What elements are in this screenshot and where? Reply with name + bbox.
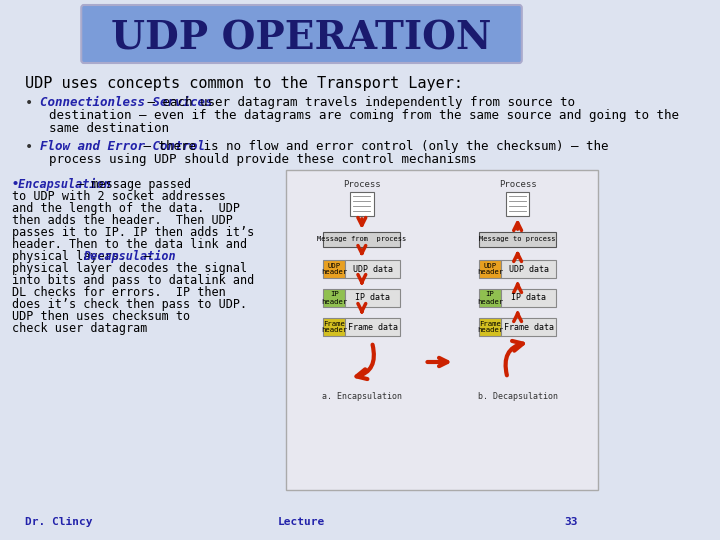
Text: UDP then uses checksum to: UDP then uses checksum to (12, 310, 190, 323)
Text: •: • (25, 140, 34, 154)
Text: b. Decapsulation: b. Decapsulation (477, 392, 557, 401)
Text: passes it to IP. IP then adds it’s: passes it to IP. IP then adds it’s (12, 226, 254, 239)
FancyBboxPatch shape (501, 318, 556, 336)
Text: UDP
header: UDP header (477, 262, 503, 275)
Text: to UDP with 2 socket addresses: to UDP with 2 socket addresses (12, 190, 225, 203)
FancyBboxPatch shape (81, 5, 522, 63)
Text: •: • (25, 96, 34, 110)
Text: Flow and Error Control: Flow and Error Control (40, 140, 205, 153)
FancyBboxPatch shape (287, 170, 598, 490)
FancyBboxPatch shape (479, 289, 501, 307)
Text: Message to process: Message to process (480, 237, 556, 242)
Text: same destination: same destination (48, 122, 168, 135)
Text: Process: Process (499, 180, 536, 189)
Text: Dr. Clincy: Dr. Clincy (25, 517, 93, 527)
Text: Frame
header: Frame header (477, 321, 503, 334)
FancyBboxPatch shape (345, 289, 400, 307)
Text: Decapsulation: Decapsulation (83, 250, 176, 263)
Text: destination – even if the datagrams are coming from the same source and going to: destination – even if the datagrams are … (48, 109, 678, 122)
Text: a. Encapsulation: a. Encapsulation (322, 392, 402, 401)
Text: physical layers.: physical layers. (12, 250, 133, 263)
Text: IP
header: IP header (321, 292, 347, 305)
Text: Frame data: Frame data (348, 322, 397, 332)
Text: check user datagram: check user datagram (12, 322, 147, 335)
Text: Frame data: Frame data (503, 322, 554, 332)
FancyBboxPatch shape (323, 318, 345, 336)
FancyBboxPatch shape (479, 232, 556, 247)
Text: IP
header: IP header (477, 292, 503, 305)
Text: Connectionless Services: Connectionless Services (40, 96, 212, 109)
FancyBboxPatch shape (345, 260, 400, 278)
Text: process using UDP should provide these control mechanisms: process using UDP should provide these c… (48, 153, 476, 166)
Text: IP data: IP data (511, 294, 546, 302)
Text: – message passed: – message passed (71, 178, 192, 191)
Text: into bits and pass to datalink and: into bits and pass to datalink and (12, 274, 254, 287)
Text: header. Then to the data link and: header. Then to the data link and (12, 238, 247, 251)
Text: does it’s check then pass to UDP.: does it’s check then pass to UDP. (12, 298, 247, 311)
Text: –: – (138, 250, 152, 263)
Text: 33: 33 (564, 517, 578, 527)
FancyBboxPatch shape (501, 260, 556, 278)
Text: UDP uses concepts common to the Transport Layer:: UDP uses concepts common to the Transpor… (25, 76, 463, 91)
Text: UDP data: UDP data (353, 265, 392, 273)
Text: DL checks for errors.  IP then: DL checks for errors. IP then (12, 286, 225, 299)
FancyBboxPatch shape (323, 289, 345, 307)
FancyBboxPatch shape (506, 192, 529, 216)
Text: UDP data: UDP data (508, 265, 549, 273)
Text: then adds the header.  Then UDP: then adds the header. Then UDP (12, 214, 233, 227)
FancyBboxPatch shape (323, 232, 400, 247)
Text: UDP
header: UDP header (321, 262, 347, 275)
Text: Process: Process (343, 180, 381, 189)
FancyBboxPatch shape (345, 318, 400, 336)
Text: UDP OPERATION: UDP OPERATION (112, 19, 492, 57)
Text: IP data: IP data (355, 294, 390, 302)
Text: Lecture: Lecture (278, 517, 325, 527)
Text: – each user datagram travels independently from source to: – each user datagram travels independent… (140, 96, 575, 109)
Text: and the length of the data.  UDP: and the length of the data. UDP (12, 202, 240, 215)
Text: – there is no flow and error control (only the checksum) – the: – there is no flow and error control (on… (136, 140, 608, 153)
Text: physical layer decodes the signal: physical layer decodes the signal (12, 262, 247, 275)
FancyBboxPatch shape (323, 260, 345, 278)
Text: Message from  process: Message from process (318, 237, 407, 242)
FancyBboxPatch shape (479, 260, 501, 278)
Text: Frame
header: Frame header (321, 321, 347, 334)
FancyBboxPatch shape (479, 318, 501, 336)
FancyBboxPatch shape (350, 192, 374, 216)
FancyBboxPatch shape (501, 289, 556, 307)
Text: •Encapsulation: •Encapsulation (12, 178, 112, 191)
